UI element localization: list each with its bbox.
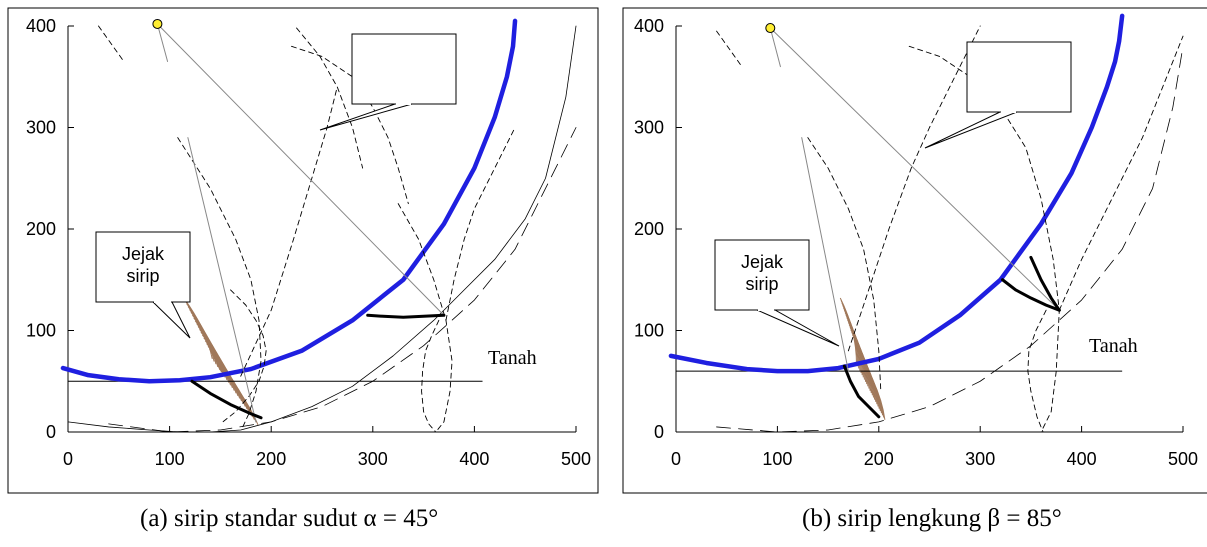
series-dash — [1027, 309, 1047, 433]
series-dash — [1058, 35, 1184, 311]
series-dash — [445, 127, 516, 321]
series-dash — [716, 30, 743, 68]
series-dash — [847, 25, 981, 352]
y-tick-label: 400 — [26, 16, 56, 36]
fin-trace — [183, 297, 259, 426]
light-point — [152, 18, 163, 29]
callout-empty-tail — [319, 103, 413, 131]
callout-fin-tail — [151, 301, 191, 339]
callout-fin-text: sirip — [745, 274, 778, 294]
callout-fin-tail — [756, 309, 840, 347]
callout-fin-box — [95, 231, 191, 303]
caption-b: (b) sirip lengkung β = 85° — [802, 505, 1062, 532]
fin-strand — [840, 300, 859, 367]
y-tick-label: 300 — [634, 118, 664, 138]
y-tick-label: 200 — [26, 219, 56, 239]
series-gray-line — [801, 137, 849, 372]
callout-fin-text: sirip — [126, 266, 159, 286]
x-tick-label: 0 — [671, 449, 681, 469]
callout-fin-text: Jejak — [741, 252, 784, 272]
series-dash-long — [716, 45, 1184, 433]
chart-frame — [7, 7, 599, 494]
series-thin — [67, 25, 577, 433]
y-tick-label: 100 — [634, 321, 664, 341]
series-dash — [296, 27, 364, 169]
light-point — [765, 23, 776, 34]
y-tick-label: 300 — [26, 118, 56, 138]
x-tick-label: 500 — [561, 449, 591, 469]
series-black-thick — [190, 379, 263, 420]
series-black-thick — [842, 364, 881, 419]
panel-a: 0 100 200 300 400 500 0 100 200 300 400 Jejak sirip T… — [0, 0, 600, 547]
series-black-thick — [366, 313, 446, 319]
chart-frame — [622, 7, 1207, 494]
x-tick-label: 300 — [965, 449, 995, 469]
series-blue-thick — [60, 18, 518, 384]
series-dash — [240, 86, 338, 377]
series-dash — [291, 45, 409, 205]
callout-empty-tail — [924, 111, 1018, 149]
series-dash — [98, 25, 125, 62]
series-blue-thick — [668, 13, 1125, 374]
x-tick-label: 100 — [762, 449, 792, 469]
series-gray-line — [156, 23, 445, 316]
series-gray-line — [156, 23, 169, 63]
x-tick-label: 400 — [459, 449, 489, 469]
callout-fin-text: Jejak — [122, 244, 165, 264]
series-gray-line — [769, 27, 1060, 311]
series-gray-line — [769, 27, 781, 68]
series-dash — [177, 137, 262, 428]
y-tick-label: 0 — [654, 422, 664, 442]
ground-label: Tanah — [1089, 335, 1138, 357]
series-dash — [219, 289, 267, 425]
callout-empty-box — [966, 41, 1072, 113]
y-tick-label: 400 — [634, 16, 664, 36]
series-gray-line — [187, 137, 257, 423]
x-tick-label: 400 — [1067, 449, 1097, 469]
x-tick-label: 0 — [63, 449, 73, 469]
series-black-thick — [1001, 278, 1061, 312]
x-tick-label: 200 — [256, 449, 286, 469]
x-tick-label: 200 — [864, 449, 894, 469]
panel-b: 0 100 200 300 400 500 0 100 200 300 400 Jejak sirip T… — [607, 0, 1207, 547]
y-tick-label: 100 — [26, 321, 56, 341]
series-dash-long — [108, 127, 577, 433]
series-dash — [421, 319, 440, 433]
x-tick-label: 100 — [155, 449, 185, 469]
x-tick-label: 300 — [358, 449, 388, 469]
callout-fin-box — [714, 239, 810, 311]
callout-empty — [319, 33, 457, 131]
series-dash — [908, 45, 1060, 433]
series-dash — [807, 137, 882, 392]
caption-a: (a) sirip standar sudut α = 45° — [140, 505, 439, 532]
fin-strand — [860, 358, 886, 420]
y-tick-label: 0 — [46, 422, 56, 442]
ground-label: Tanah — [488, 347, 537, 369]
y-tick-label: 200 — [634, 219, 664, 239]
callout-empty — [924, 41, 1072, 149]
callout-empty-box — [351, 33, 457, 105]
series-dash — [397, 203, 453, 433]
series-black-thick — [1029, 255, 1061, 312]
x-tick-label: 500 — [1168, 449, 1198, 469]
